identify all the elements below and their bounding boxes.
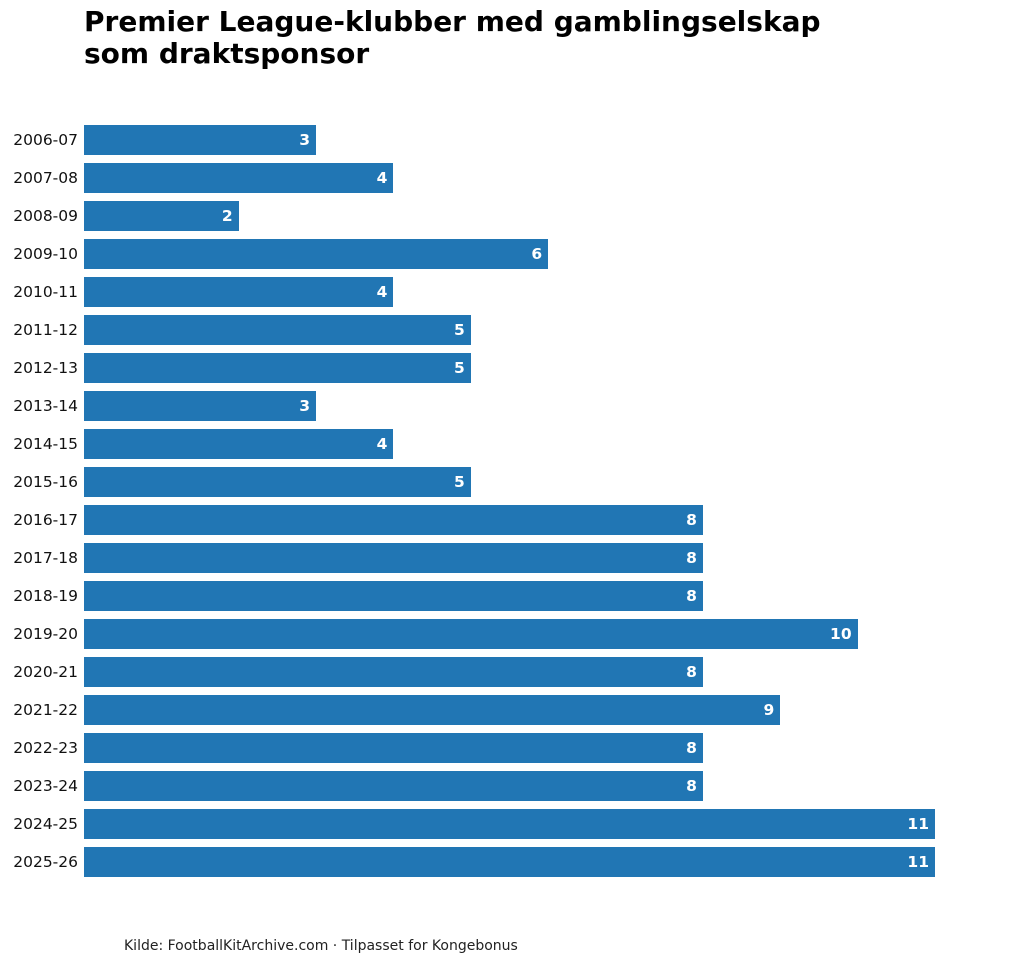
value-label: 8 [686,777,697,795]
bar: 4 [84,277,394,307]
value-label: 4 [376,435,388,453]
bar-row: 2017-18 8 [0,543,1024,573]
bar-row: 2016-17 8 [0,505,1024,535]
value-label: 8 [686,549,697,567]
bar-row: 2025-26 11 [0,847,1024,877]
category-label: 2010-11 [13,283,78,301]
source-note: Kilde: FootballKitArchive.com · Tilpasse… [124,938,518,954]
bar: 10 [84,619,858,649]
category-label: 2012-13 [13,359,78,377]
category-label: 2009-10 [13,245,78,263]
category-label: 2025-26 [13,853,78,871]
bar: 8 [84,657,703,687]
bar: 11 [84,809,935,839]
value-label: 11 [907,853,929,871]
value-label: 2 [221,207,233,225]
bar-row: 2012-13 5 [0,353,1024,383]
category-label: 2008-09 [13,207,78,225]
bar-row: 2021-22 9 [0,695,1024,725]
bar: 5 [84,353,471,383]
category-label: 2015-16 [13,473,78,491]
category-label: 2016-17 [13,511,78,529]
bar: 4 [84,163,394,193]
bar-row: 2010-11 4 [0,277,1024,307]
value-label: 9 [763,701,775,719]
bar: 4 [84,429,394,459]
category-label: 2007-08 [13,169,78,187]
value-label: 8 [686,663,697,681]
value-label: 3 [299,131,311,149]
value-label: 3 [299,397,311,415]
value-label: 8 [686,511,697,529]
bar: 8 [84,771,703,801]
bar-row: 2020-21 8 [0,657,1024,687]
bar: 9 [84,695,781,725]
value-label: 8 [686,739,697,757]
value-label: 4 [376,169,388,187]
category-label: 2020-21 [13,663,78,681]
bar: 8 [84,543,703,573]
bar-row: 2008-09 2 [0,201,1024,231]
category-label: 2011-12 [13,321,78,339]
category-label: 2021-22 [13,701,78,719]
bar-row: 2015-16 5 [0,467,1024,497]
category-label: 2018-19 [13,587,78,605]
bar-row: 2014-15 4 [0,429,1024,459]
bar-row: 2011-12 5 [0,315,1024,345]
bar-row: 2018-19 8 [0,581,1024,611]
value-label: 8 [686,587,697,605]
bar-row: 2019-20 10 [0,619,1024,649]
category-label: 2023-24 [13,777,78,795]
bar: 8 [84,581,703,611]
bar-row: 2007-08 4 [0,163,1024,193]
value-label: 5 [454,473,465,491]
category-label: 2006-07 [13,131,78,149]
bar: 3 [84,125,317,155]
bar: 3 [84,391,317,421]
bar-row: 2023-24 8 [0,771,1024,801]
bar: 2 [84,201,239,231]
category-label: 2013-14 [13,397,78,415]
bar: 8 [84,733,703,763]
value-label: 5 [454,321,465,339]
value-label: 4 [376,283,388,301]
bar-row: 2022-23 8 [0,733,1024,763]
bar: 11 [84,847,935,877]
category-label: 2024-25 [13,815,78,833]
bar-row: 2024-25 11 [0,809,1024,839]
bar: 8 [84,505,703,535]
bar-row: 2009-10 6 [0,239,1024,269]
bar: 6 [84,239,549,269]
value-label: 10 [830,625,852,643]
value-label: 5 [454,359,465,377]
value-label: 11 [907,815,929,833]
bar: 5 [84,467,471,497]
category-label: 2019-20 [13,625,78,643]
bar-row: 2013-14 3 [0,391,1024,421]
chart-title: Premier League-klubber med gamblingselsk… [84,5,821,70]
category-label: 2014-15 [13,435,78,453]
value-label: 6 [531,245,543,263]
bar: 5 [84,315,471,345]
category-label: 2022-23 [13,739,78,757]
bar-row: 2006-07 3 [0,125,1024,155]
category-label: 2017-18 [13,549,78,567]
